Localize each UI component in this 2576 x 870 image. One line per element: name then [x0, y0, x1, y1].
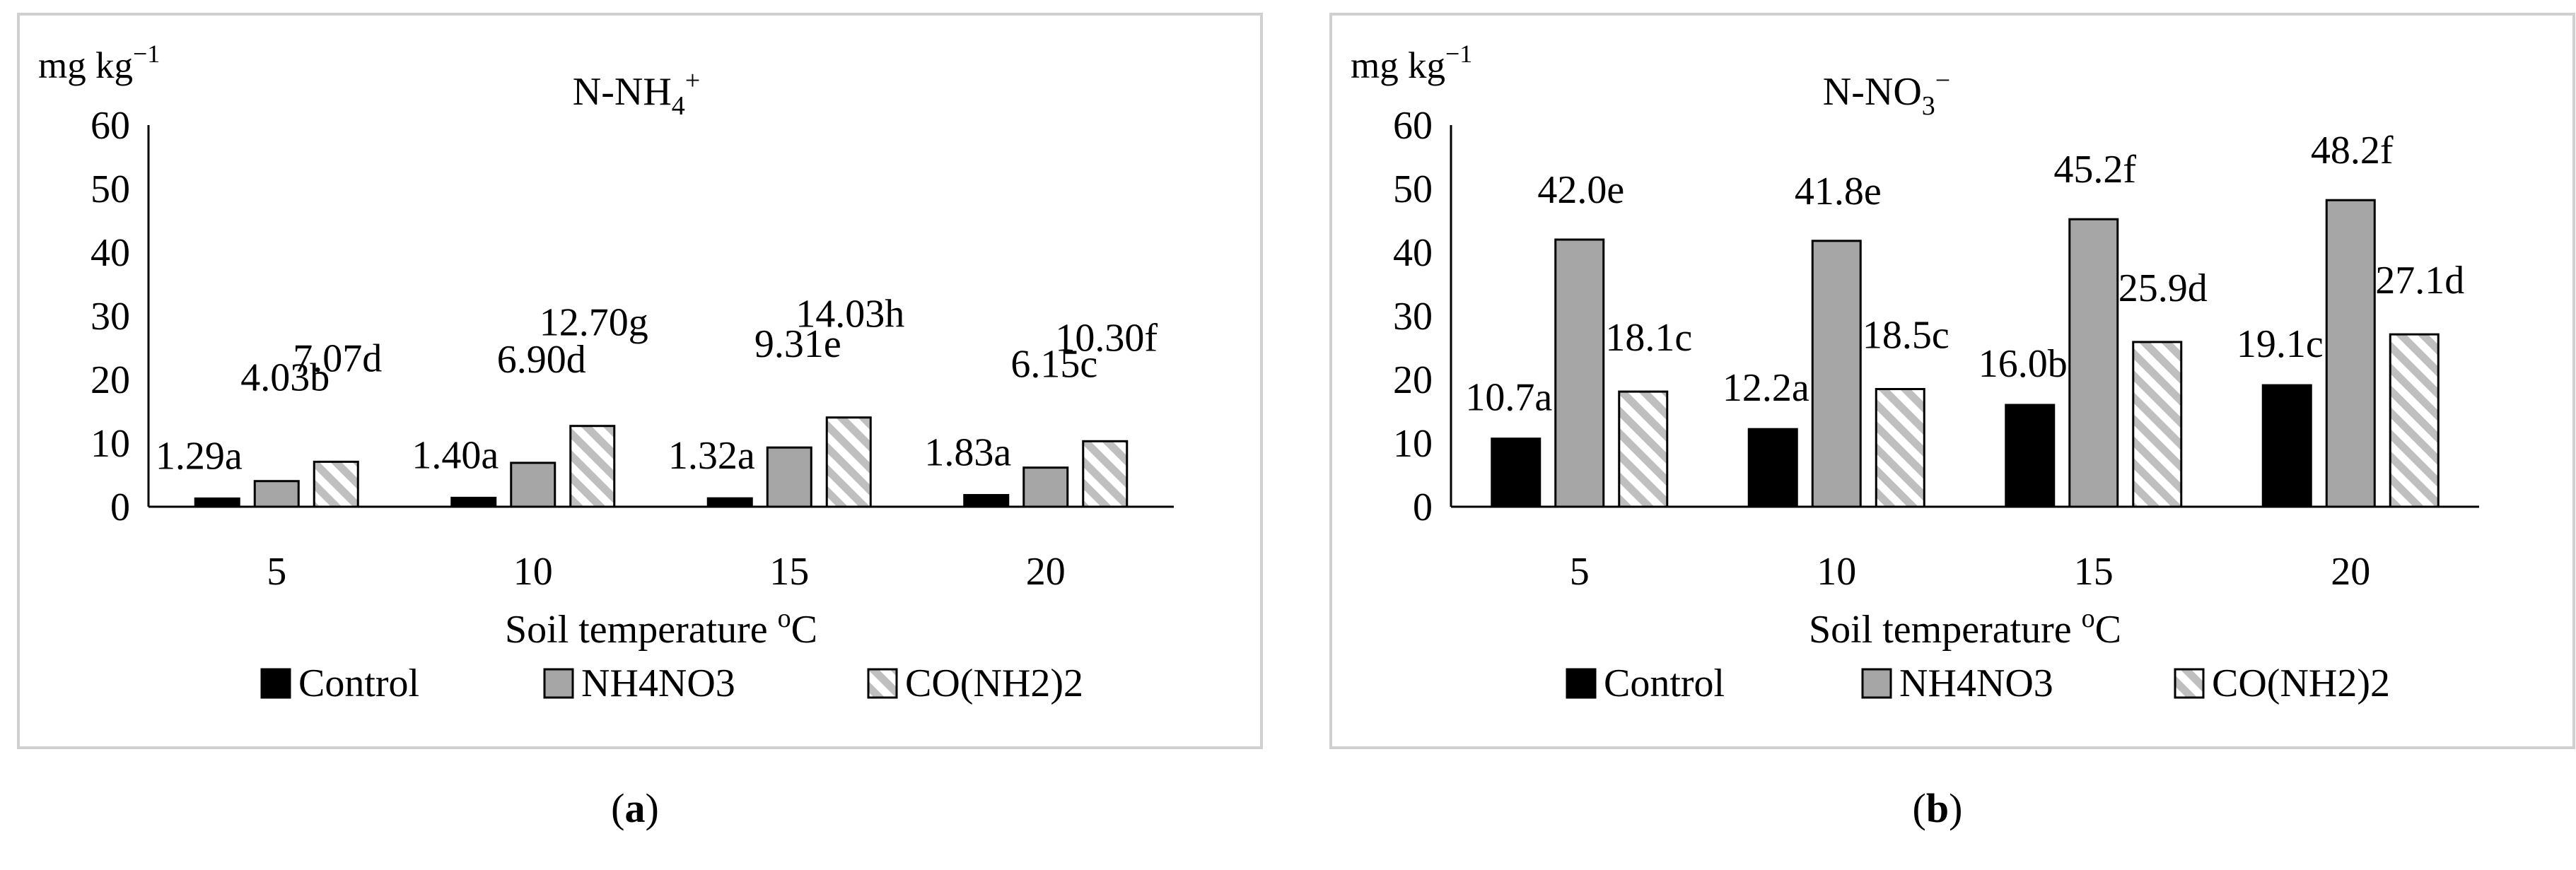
y-tick-label: 60: [91, 104, 130, 148]
data-label-urea: 18.5c: [1863, 314, 1950, 358]
data-label-control: 1.83a: [924, 431, 1011, 475]
legend-label-nh4no3: NH4NO3: [1899, 662, 2053, 705]
data-label-urea: 10.30f: [1055, 316, 1158, 360]
chart-panel-a: 0 10 20 30 40 50 60 mg kg−1 N-NH4+ 1.29a 4.03b 7.07…: [0, 0, 1264, 749]
data-label-urea: 7.07d: [293, 336, 382, 380]
bar-nh4no3: [2068, 218, 2119, 508]
data-label-urea: 12.70g: [540, 301, 648, 345]
x-axis-label: Soil temperature oC: [1809, 604, 2121, 652]
bar-urea: [313, 460, 359, 508]
legend-swatch-urea: [867, 668, 898, 699]
x-tick-label: 15: [2074, 550, 2114, 594]
data-label-control: 1.29a: [156, 434, 243, 478]
data-label-nh4no3: 6.15c: [1010, 343, 1097, 387]
bar-urea: [1082, 440, 1129, 508]
data-label-nh4no3: 4.03b: [240, 356, 330, 400]
legend-swatch-nh4no3: [543, 668, 574, 699]
bar-control: [2005, 404, 2056, 508]
y-tick-label: 40: [91, 231, 130, 275]
legend-label-control: Control: [1604, 662, 1725, 705]
data-label-nh4no3: 9.31e: [754, 322, 841, 366]
chart-b: 0 10 20 30 40 50 60 mg kg−1 N-NO3− 10.7a 42.0e 18.1…: [1329, 13, 2575, 749]
bar-nh4no3: [1022, 466, 1069, 508]
bar-control: [1491, 437, 1541, 508]
chart-title: N-NO3−: [1823, 66, 1950, 121]
chart-a: 0 10 20 30 40 50 60 mg kg−1 N-NH4+ 1.29a 4.03b7.07…: [17, 13, 1263, 749]
y-tick-label: 10: [91, 422, 130, 466]
data-label-urea: 27.1d: [2375, 259, 2464, 302]
y-tick-label: 0: [1413, 486, 1433, 529]
data-label-nh4no3: 48.2f: [2311, 129, 2394, 172]
y-axis-label: mg kg−1: [1351, 40, 1472, 86]
bar-urea: [2132, 341, 2183, 508]
y-tick-label: 20: [1393, 358, 1433, 402]
y-tick-label: 50: [91, 167, 130, 211]
y-tick-label: 60: [1393, 104, 1433, 148]
data-label-control: 1.40a: [412, 433, 499, 477]
bar-nh4no3: [1554, 238, 1605, 508]
x-tick-label: 5: [267, 550, 286, 594]
data-label-nh4no3: 41.8e: [1795, 170, 1882, 213]
data-label-control: 1.32a: [668, 434, 755, 478]
bar-urea: [1618, 390, 1669, 508]
bar-urea: [1875, 388, 1925, 508]
legend-swatch-urea: [2174, 668, 2205, 699]
bar-control: [450, 496, 497, 508]
bar-urea: [569, 425, 616, 508]
y-tick-label: 20: [91, 358, 130, 402]
x-tick-label: 20: [2331, 550, 2370, 594]
legend-label-control: Control: [298, 662, 419, 705]
bar-control: [2261, 384, 2312, 508]
data-label-nh4no3: 6.90d: [497, 338, 586, 382]
chart-panel-b: 0 10 20 30 40 50 60 mg kg−1 N-NO3− 10.7a 42.0e 18.1…: [1312, 0, 2576, 749]
bar-urea: [2389, 333, 2440, 508]
panel-caption-a: (a): [611, 785, 659, 831]
chart-frame: [17, 13, 1263, 749]
bar-nh4no3: [510, 462, 556, 508]
y-tick-label: 50: [1393, 167, 1433, 211]
data-label-urea: 25.9d: [2119, 266, 2208, 310]
x-tick-label: 10: [1817, 550, 1856, 594]
data-label-urea: 14.03h: [795, 293, 904, 336]
x-axis-label: Soil temperature oC: [505, 604, 817, 652]
data-label-urea: 18.1c: [1605, 316, 1692, 360]
bar-nh4no3: [2325, 199, 2376, 508]
data-label-nh4no3: 42.0e: [1537, 168, 1624, 212]
y-tick-label: 30: [1393, 295, 1433, 339]
legend-label-nh4no3: NH4NO3: [581, 662, 735, 705]
x-tick-label: 15: [769, 550, 809, 594]
y-axis-label: mg kg−1: [38, 40, 160, 86]
bar-control: [706, 497, 753, 508]
x-tick-label: 5: [1570, 550, 1590, 594]
y-tick-label: 40: [1393, 231, 1433, 275]
legend-label-urea: CO(NH2)2: [2212, 662, 2390, 705]
chart-title: N-NH4+: [573, 66, 700, 121]
panel-caption-b: (b): [1912, 785, 1963, 831]
y-tick-label: 30: [91, 295, 130, 339]
data-label-nh4no3: 45.2f: [2053, 148, 2136, 192]
bar-urea: [825, 416, 872, 508]
legend-swatch-nh4no3: [1861, 668, 1892, 699]
legend-swatch-control: [260, 668, 291, 699]
bar-control: [963, 494, 1010, 508]
data-label-control: 16.0b: [1978, 342, 2068, 386]
bar-nh4no3: [1811, 240, 1862, 508]
bar-control: [194, 497, 240, 508]
x-tick-label: 10: [513, 550, 553, 594]
legend-label-urea: CO(NH2)2: [905, 662, 1083, 705]
y-tick-label: 0: [110, 486, 130, 529]
data-label-control: 10.7a: [1465, 376, 1552, 420]
bar-control: [1747, 428, 1798, 508]
y-tick-label: 10: [1393, 422, 1433, 466]
data-label-control: 12.2a: [1723, 366, 1809, 410]
data-label-control: 19.1c: [2237, 322, 2324, 366]
legend-swatch-control: [1566, 668, 1597, 699]
bar-nh4no3: [766, 446, 812, 508]
x-tick-label: 20: [1026, 550, 1066, 594]
bar-nh4no3: [253, 480, 300, 508]
